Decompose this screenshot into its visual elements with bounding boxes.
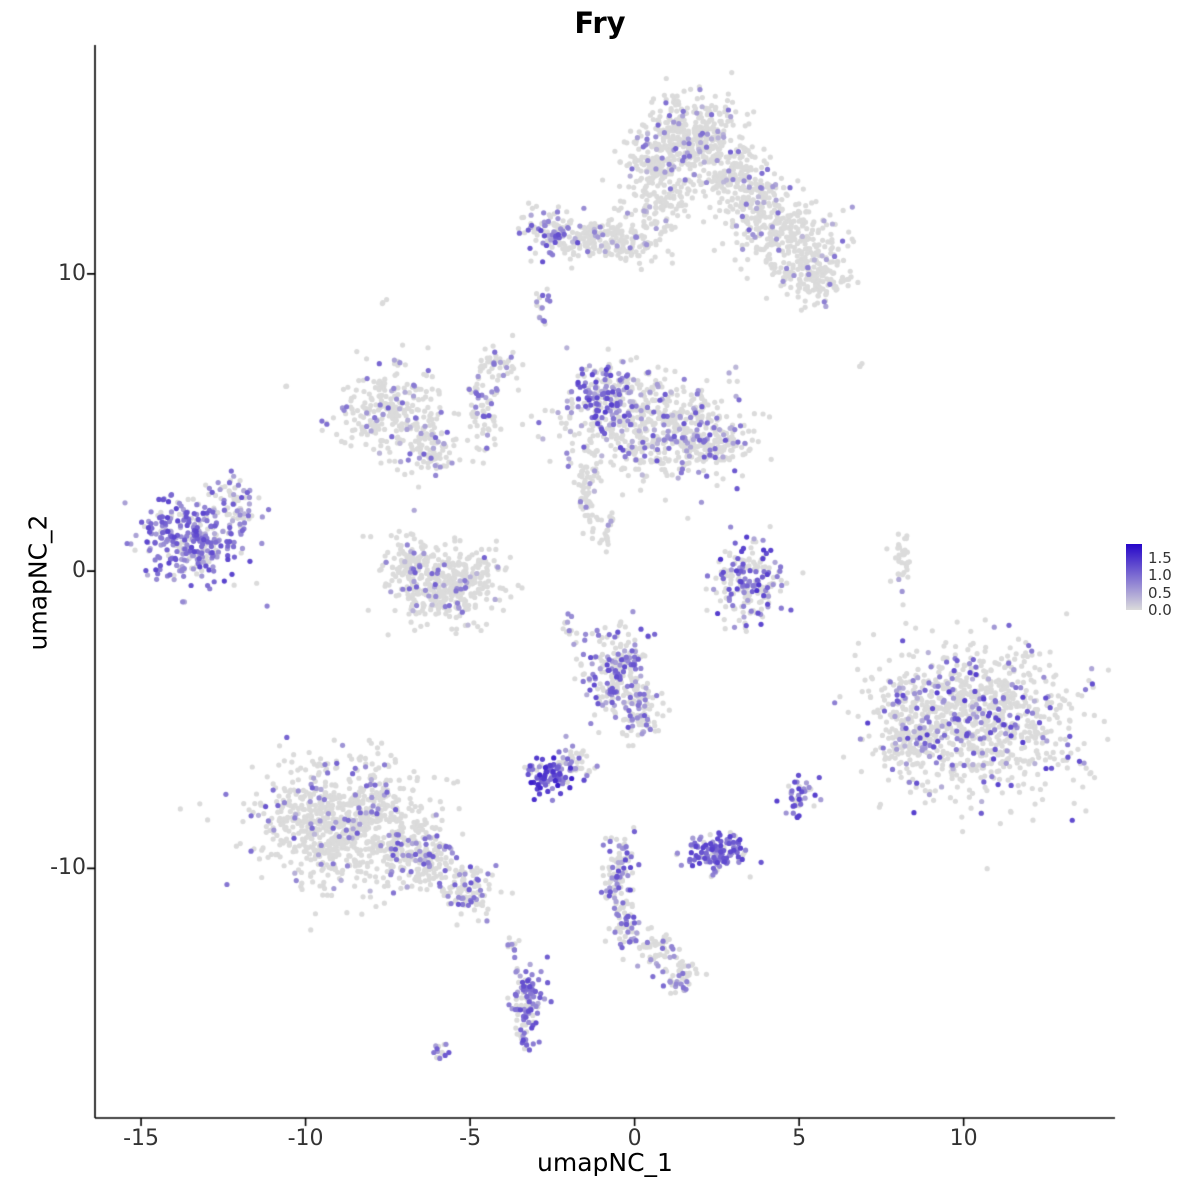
legend-tick-label: 0.0: [1148, 601, 1172, 619]
x-axis-label: umapNC_1: [537, 1148, 673, 1177]
legend-tick-label: 0.5: [1148, 583, 1172, 602]
x-tick-label: 5: [792, 1126, 807, 1151]
x-tick-label: -5: [459, 1126, 482, 1151]
legend-tick-label: 1.5: [1148, 548, 1172, 567]
y-tick-label: 10: [58, 260, 86, 286]
y-tick-label: 0: [72, 558, 86, 584]
plot-title: Fry: [574, 6, 626, 40]
color-legend: 1.5 1.0 0.5 0.0: [1120, 538, 1198, 622]
y-tick-label: -10: [50, 855, 86, 881]
x-tick-label: 10: [949, 1126, 978, 1151]
legend-tick-label: 1.0: [1148, 566, 1172, 585]
x-tick-label: 0: [627, 1126, 642, 1151]
x-tick-label: -15: [123, 1126, 160, 1151]
legend-gradient-bar: [1126, 544, 1142, 610]
x-tick-label: -10: [287, 1126, 324, 1151]
